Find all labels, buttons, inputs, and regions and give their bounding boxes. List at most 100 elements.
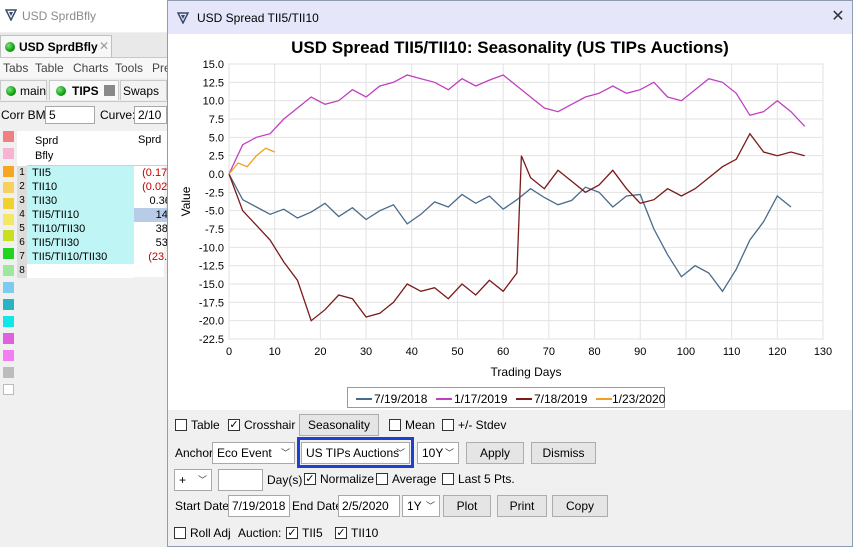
table-row[interactable]: 2 TII10 (0.022) (17, 180, 179, 194)
copy-button[interactable]: Copy (552, 495, 608, 517)
color-swatch[interactable] (3, 384, 14, 395)
end-date-label: End Date (292, 499, 343, 513)
y-tick-label: 0.0 (209, 169, 224, 181)
row-number: 5 (17, 222, 27, 236)
print-button[interactable]: Print (497, 495, 547, 517)
tii5-checkbox[interactable]: ✓ (286, 527, 298, 539)
series-line-1[interactable] (228, 173, 792, 293)
mean-label: Mean (405, 418, 436, 432)
op-select-value: + (179, 473, 187, 487)
chart-legend: 7/19/2018 1/17/2019 7/18/2019 1/23/2020 (347, 387, 665, 408)
tii10-checkbox[interactable]: ✓ (335, 527, 347, 539)
apply-button[interactable]: Apply (466, 442, 524, 464)
color-swatch[interactable] (3, 248, 14, 259)
menu-charts[interactable]: Charts (73, 61, 109, 75)
menu-pre[interactable]: Pre (152, 61, 171, 75)
tab-close-icon[interactable]: ✕ (99, 39, 110, 53)
x-tick-label: 120 (768, 346, 786, 358)
chevron-down-icon: ﹀ (425, 501, 435, 511)
tab-tips[interactable]: TIPS (49, 80, 119, 100)
row-name: TII5/TII10 (27, 208, 134, 222)
color-swatch[interactable] (3, 214, 14, 225)
average-checkbox[interactable] (376, 473, 388, 485)
mean-checkbox[interactable] (389, 419, 401, 431)
x-axis-label: Trading Days (491, 365, 562, 379)
days-input[interactable] (218, 469, 263, 491)
last5-checkbox[interactable] (442, 473, 454, 485)
series-line-2[interactable] (228, 74, 806, 175)
series-line-4[interactable] (228, 147, 275, 175)
table-checkbox[interactable] (175, 419, 187, 431)
table-row[interactable]: 3 TII30 0.364 (17, 194, 179, 208)
plot-button[interactable]: Plot (443, 495, 491, 517)
curve-input[interactable]: 2/10 (134, 106, 167, 124)
legend-item: 7/18/2019 (534, 392, 588, 406)
normalize-checkbox[interactable]: ✓ (304, 473, 316, 485)
y-tick-label: 2.5 (209, 151, 224, 163)
app-logo-icon (177, 12, 189, 24)
color-swatch[interactable] (3, 350, 14, 361)
roll-adj-checkbox[interactable] (174, 527, 186, 539)
stdev-checkbox[interactable] (442, 419, 454, 431)
row-name (27, 264, 134, 278)
x-tick-label: 90 (634, 346, 646, 358)
color-swatch[interactable] (3, 131, 14, 142)
tab-swaps[interactable]: Swaps (120, 80, 167, 100)
legend-swatch (436, 398, 452, 400)
legend-swatch (596, 398, 612, 400)
grid-header-name[interactable]: Sprd Bfly (27, 131, 135, 166)
chevron-down-icon: ﹀ (197, 475, 207, 485)
corr-bm-input[interactable]: 5 (45, 106, 95, 124)
menu-tools[interactable]: Tools (115, 61, 144, 75)
spread-grid: Sprd Bfly Sprd 1 TII5 (0.170) 2 TII10 (0.022)… (17, 131, 179, 278)
series-line-3[interactable] (228, 132, 805, 322)
period-select[interactable]: 10Y ﹀ (417, 442, 459, 464)
row-number: 1 (17, 166, 27, 180)
row-number: 6 (17, 236, 27, 250)
crosshair-checkbox[interactable]: ✓ (228, 419, 240, 431)
table-row[interactable]: 1 TII5 (0.170) (17, 166, 179, 180)
color-swatch[interactable] (3, 148, 14, 159)
color-swatch[interactable] (3, 367, 14, 378)
range-select[interactable]: 1Y ﹀ (402, 495, 440, 517)
color-swatch[interactable] (3, 230, 14, 241)
op-select[interactable]: + ﹀ (174, 469, 212, 491)
row-number: 2 (17, 180, 27, 194)
end-date-input[interactable]: 2/5/2020 (338, 495, 400, 517)
legend-swatch (356, 398, 372, 400)
chevron-down-icon: ﹀ (280, 448, 290, 458)
tab-detach-icon[interactable] (104, 85, 115, 96)
color-swatch[interactable] (3, 265, 14, 276)
color-swatch[interactable] (3, 166, 14, 177)
plot-area (228, 63, 824, 340)
corr-bm-label: Corr BM: (1, 108, 49, 122)
y-tick-label: 10.0 (203, 96, 224, 108)
dismiss-button[interactable]: Dismiss (531, 442, 596, 464)
normalize-label: Normalize (320, 472, 375, 486)
color-swatch[interactable] (3, 198, 14, 209)
tab-main[interactable]: main (0, 80, 47, 100)
tab-usd-sprdbfly[interactable]: USD SprdBfly ✕ (0, 35, 112, 57)
start-date-input[interactable]: 7/19/2018 (228, 495, 290, 517)
color-swatch[interactable] (3, 316, 14, 327)
color-swatch[interactable] (3, 333, 14, 344)
menu-table[interactable]: Table (35, 61, 64, 75)
menu-tabs[interactable]: Tabs (3, 61, 29, 75)
table-row[interactable]: 7 TII5/TII10/TII30 (23.8) (17, 250, 179, 264)
y-tick-label: -20.0 (199, 316, 224, 328)
seasonality-chart[interactable]: 15.0 12.5 10.0 7.5 5.0 2.5 0.0 -2.5 -5.0 -7.5 -10.… (168, 34, 852, 384)
start-date-label: Start Date (175, 499, 230, 513)
seasonality-button[interactable]: Seasonality (299, 414, 379, 436)
legend-item: 1/17/2019 (454, 392, 508, 406)
auction-label: Auction: (238, 526, 282, 540)
event-select[interactable]: US TIPs Auctions ﹀ (301, 442, 410, 464)
color-swatch[interactable] (3, 299, 14, 310)
color-swatch[interactable] (3, 282, 14, 293)
anchor-select[interactable]: Eco Event ﹀ (212, 442, 295, 464)
color-swatch[interactable] (3, 182, 14, 193)
close-icon[interactable]: ✕ (831, 8, 845, 25)
table-row[interactable]: 8 (17, 264, 179, 278)
